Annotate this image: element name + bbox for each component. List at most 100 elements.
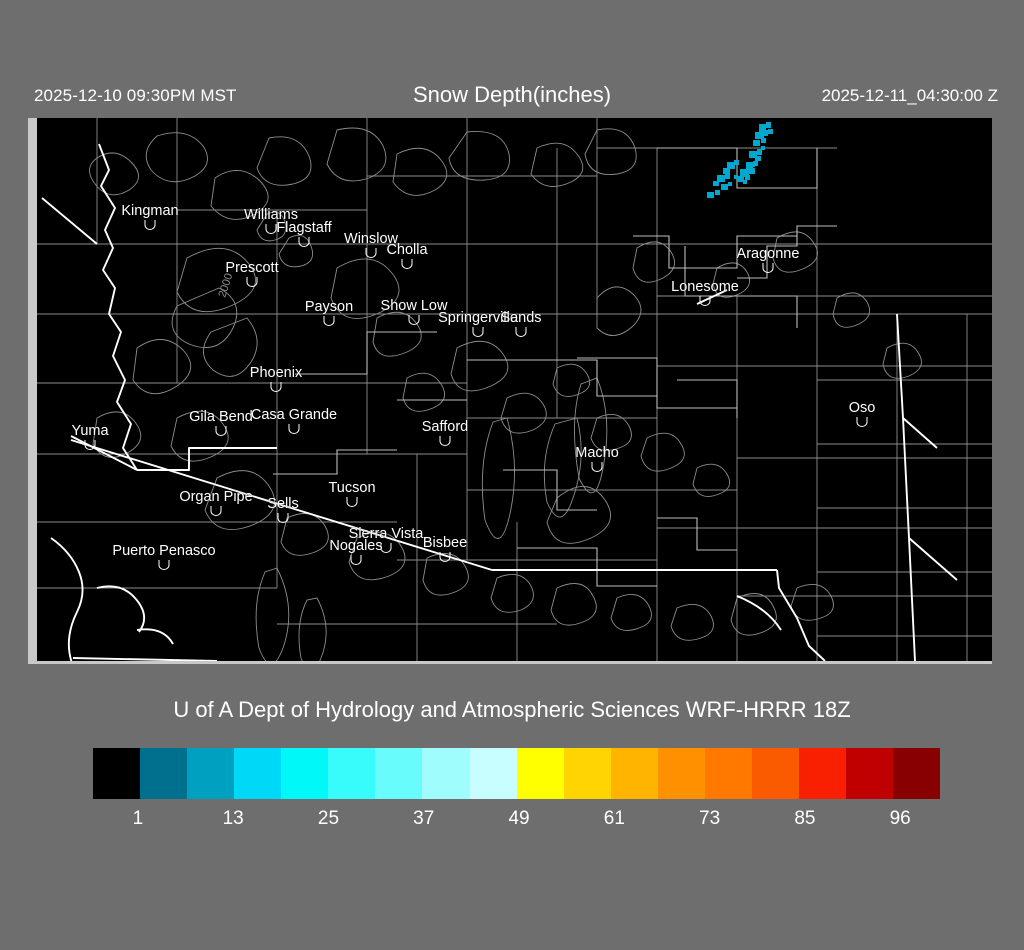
map-panel[interactable]: 2000 Kingman Williams Flagstaff Winslow Chol… <box>28 118 992 664</box>
snow-depth-cell <box>751 163 755 167</box>
city-label: Springerville <box>438 310 518 326</box>
tick-label-25: 25 <box>317 808 340 829</box>
city-marker <box>84 440 96 450</box>
city-label: Sierra Vista <box>348 526 424 542</box>
color-band-6 <box>375 748 423 799</box>
tick-label-13: 13 <box>222 808 244 829</box>
city-marker <box>591 462 603 472</box>
city-marker <box>856 417 868 427</box>
city-label: Nogales <box>329 538 383 554</box>
snow-depth-cell <box>759 124 766 132</box>
snow-depth-cell <box>749 168 755 174</box>
snow-depth-cell <box>734 175 738 179</box>
color-scale-bar[interactable] <box>93 748 941 799</box>
tick-label-61: 61 <box>603 808 625 829</box>
city-marker <box>699 296 711 306</box>
snow-depth-cell <box>740 169 749 177</box>
attribution-label: U of A Dept of Hydrology and Atmospheric… <box>173 697 851 722</box>
color-band-17 <box>893 748 941 799</box>
city-marker <box>408 315 420 325</box>
city-label: Kingman <box>121 203 179 219</box>
city-marker <box>439 552 451 562</box>
color-band-2 <box>187 748 235 799</box>
snow-depth-cell <box>717 175 725 182</box>
city-label: Puerto Penasco <box>112 543 216 559</box>
tick-label-37: 37 <box>413 808 435 829</box>
color-band-16 <box>846 748 894 799</box>
color-band-11 <box>610 748 658 799</box>
city-label: Lonesome <box>671 279 739 295</box>
snow-depth-cell <box>762 130 768 136</box>
color-band-7 <box>422 748 470 799</box>
snow-depth-cell <box>761 138 766 143</box>
city-label: Safford <box>421 419 469 435</box>
utc-time-label: 2025-12-11_04:30:00 Z <box>821 86 998 105</box>
city-label: Aragonne <box>736 246 800 262</box>
city-label: Winslow <box>344 231 398 247</box>
snow-depth-cell <box>761 146 765 150</box>
city-marker <box>380 543 392 553</box>
city-marker <box>346 497 358 507</box>
snow-depth-cell <box>713 181 719 186</box>
city-marker <box>762 263 774 273</box>
color-band-15 <box>798 748 846 799</box>
city-label: Sells <box>267 496 299 512</box>
color-band-13 <box>704 748 752 799</box>
city-label: Casa Grande <box>250 407 338 423</box>
snow-depth-cell <box>755 132 764 139</box>
city-label: Sands <box>500 310 542 326</box>
weather-map-canvas[interactable]: 2000 Kingman Williams Flagstaff Winslow Chol… <box>37 118 992 661</box>
color-band-1 <box>140 748 188 799</box>
city-marker <box>277 513 289 523</box>
snow-depth-cell <box>737 176 744 182</box>
snow-depth-cell <box>723 168 730 174</box>
page-title: Snow Depth(inches) <box>412 82 612 107</box>
snow-depth-cell <box>743 180 747 184</box>
city-label: Tucson <box>328 480 376 496</box>
tick-label-96: 96 <box>889 808 911 829</box>
color-band-0 <box>93 748 141 799</box>
city-label: Yuma <box>71 423 109 439</box>
snow-depth-cell <box>749 151 757 158</box>
city-label: Show Low <box>380 298 448 314</box>
snow-depth-cell <box>725 174 730 179</box>
city-marker <box>270 382 282 392</box>
snow-depth-cell <box>715 190 720 195</box>
color-band-8 <box>469 748 517 799</box>
city-label: Gila Bend <box>189 409 253 425</box>
city-marker <box>323 316 335 326</box>
city-label: Payson <box>304 299 354 315</box>
city-label: Phoenix <box>249 365 303 381</box>
color-band-4 <box>281 748 329 799</box>
city-marker <box>401 259 413 269</box>
tick-label-49: 49 <box>508 808 530 829</box>
snow-depth-cell <box>768 129 773 134</box>
color-band-12 <box>657 748 705 799</box>
city-marker <box>265 224 277 234</box>
tick-label-1: 1 <box>132 808 144 829</box>
city-marker <box>472 327 484 337</box>
city-label: Macho <box>575 445 619 461</box>
city-marker <box>515 327 527 337</box>
snow-depth-cell <box>753 140 760 146</box>
city-marker <box>215 426 227 436</box>
tick-label-85: 85 <box>794 808 816 829</box>
map-left-border <box>28 118 37 664</box>
local-time-label: 2025-12-10 09:30PM MST <box>34 86 237 105</box>
snow-depth-cell <box>753 161 758 166</box>
snow-depth-cell <box>745 175 750 180</box>
city-marker <box>288 424 300 434</box>
city-label: Oso <box>848 400 876 416</box>
city-marker <box>350 555 362 565</box>
snow-depth-cell <box>757 149 762 155</box>
color-band-3 <box>234 748 282 799</box>
city-marker <box>298 237 310 247</box>
city-label: Cholla <box>386 242 428 258</box>
snow-depth-cell <box>728 182 732 186</box>
color-scale-ticks: 1 13 25 37 49 61 73 85 96 <box>93 808 940 836</box>
snow-depth-cell <box>707 192 714 198</box>
snow-depth-cell <box>721 184 728 190</box>
color-band-14 <box>751 748 799 799</box>
city-label: Bisbee <box>422 535 468 551</box>
color-band-5 <box>328 748 376 799</box>
